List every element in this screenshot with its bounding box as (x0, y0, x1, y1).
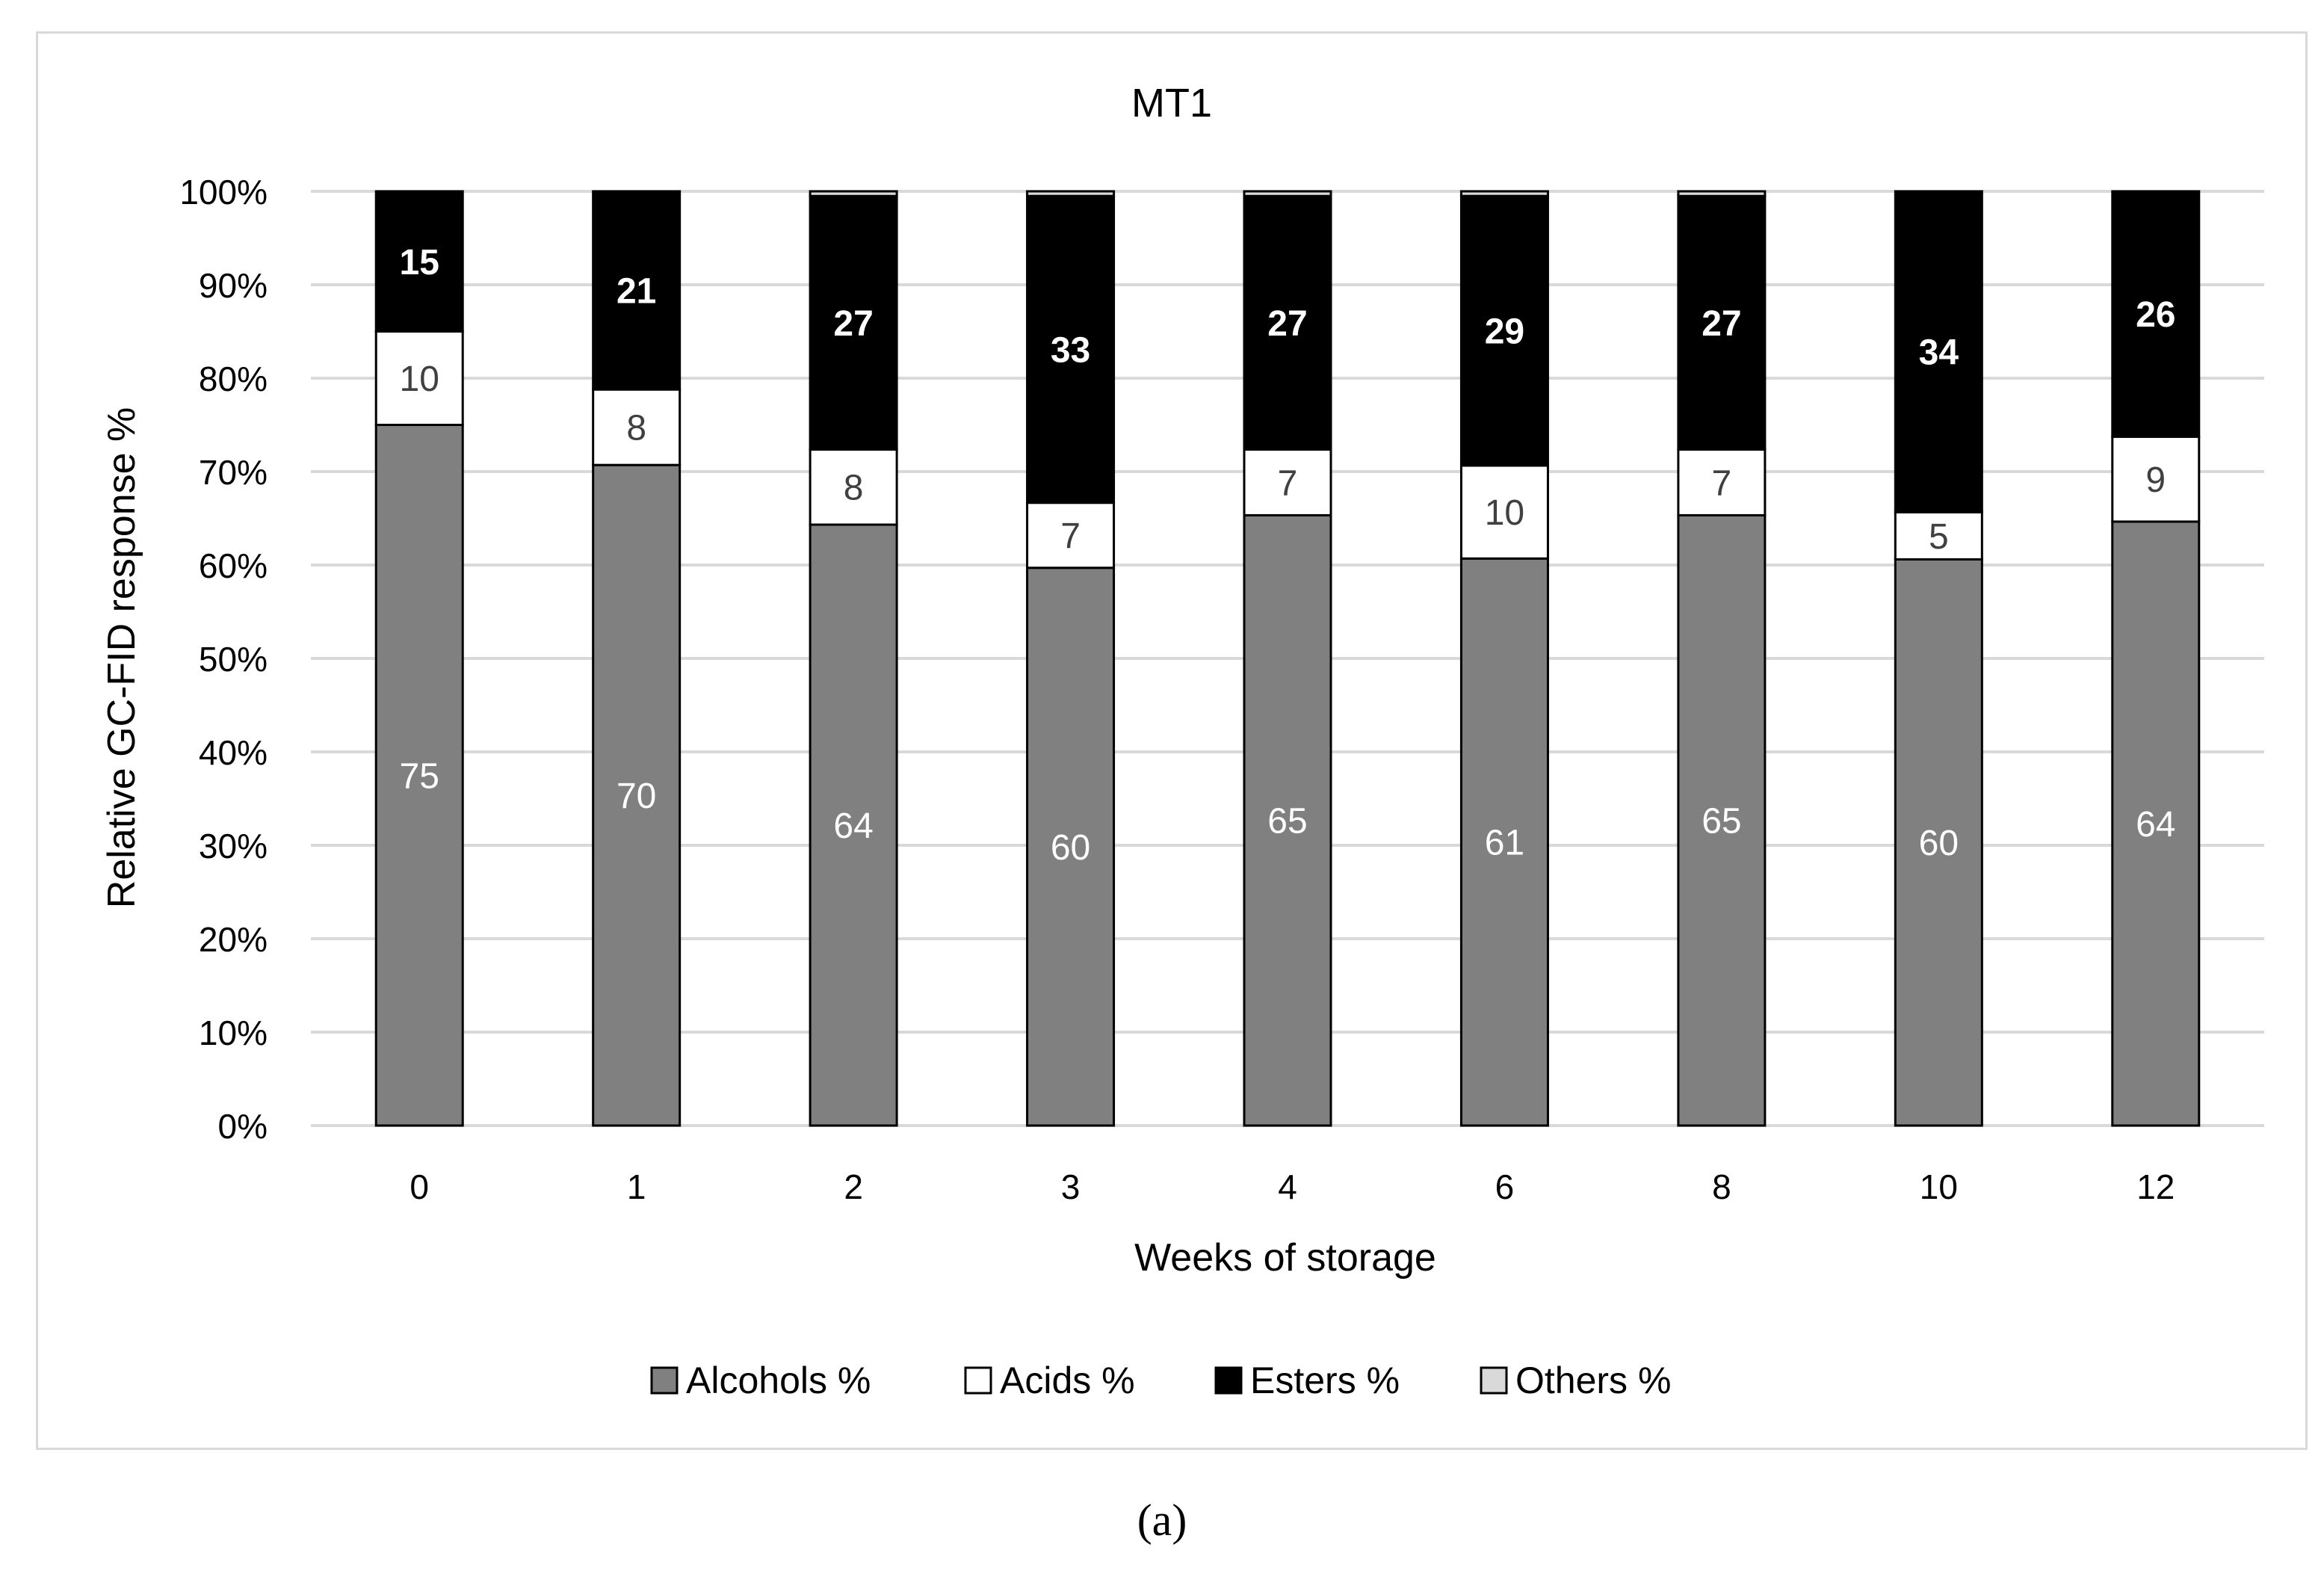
bar-segment-esters (592, 190, 682, 391)
data-label: 7 (1060, 516, 1081, 556)
legend-label: Esters % (1250, 1359, 1400, 1401)
data-label: 27 (1702, 304, 1741, 344)
bar-segment-esters (1894, 190, 1983, 513)
x-tick-label: 6 (1495, 1167, 1515, 1206)
legend-item: Alcohols % (650, 1359, 871, 1401)
bar-segment-others (1243, 190, 1332, 197)
y-tick-label: 0% (218, 1107, 268, 1146)
legend-label: Others % (1515, 1359, 1671, 1401)
data-label: 8 (626, 409, 646, 448)
y-tick-label: 10% (199, 1013, 268, 1052)
y-tick-label: 20% (199, 920, 268, 959)
legend-label: Acids % (1000, 1359, 1135, 1401)
y-tick-label: 50% (199, 640, 268, 679)
y-axis-label: Relative GC-FID response % (100, 407, 143, 908)
legend-swatch (1480, 1366, 1508, 1395)
bar-segment-esters (1026, 194, 1116, 504)
data-label: 8 (844, 469, 864, 508)
data-label: 21 (616, 272, 656, 312)
data-label: 10 (1485, 493, 1524, 533)
x-tick-label: 2 (844, 1167, 863, 1206)
bar-segment-esters (374, 190, 464, 333)
bar-segment-esters (809, 194, 898, 451)
bar-segment-others (1459, 190, 1549, 197)
x-tick-label: 4 (1278, 1167, 1297, 1206)
data-label: 5 (1929, 517, 1949, 557)
data-label: 65 (1267, 802, 1307, 842)
data-label: 64 (833, 806, 873, 846)
bar-segment-alcohols (2111, 520, 2201, 1127)
bar-segment-alcohols (1677, 513, 1767, 1127)
data-label: 65 (1702, 802, 1741, 842)
chart-frame (36, 31, 2308, 1450)
bar-segment-acids (1677, 448, 1767, 516)
y-tick-label: 70% (199, 453, 268, 492)
bar-segment-acids (1026, 501, 1116, 570)
legend-swatch (964, 1366, 992, 1395)
bar-segment-others (1677, 190, 1767, 197)
y-tick-label: 30% (199, 827, 268, 865)
x-tick-label: 3 (1061, 1167, 1081, 1206)
data-label: 33 (1051, 330, 1090, 370)
data-label: 29 (1485, 312, 1524, 352)
data-label: 7 (1278, 463, 1298, 503)
legend-swatch (650, 1366, 679, 1395)
data-label: 27 (1267, 304, 1307, 344)
x-tick-label: 10 (1920, 1167, 1958, 1206)
y-tick-label: 100% (179, 173, 268, 212)
bar-segment-acids (374, 330, 464, 426)
x-axis-label: Weeks of storage (1134, 1236, 1436, 1280)
y-tick-label: 60% (199, 546, 268, 585)
bar-segment-esters (1459, 194, 1549, 467)
data-label: 70 (616, 777, 656, 816)
bar-segment-alcohols (1459, 557, 1549, 1127)
bar-segment-alcohols (1894, 558, 1983, 1127)
data-label: 26 (2136, 295, 2175, 335)
data-label: 27 (833, 304, 873, 344)
x-tick-label: 8 (1712, 1167, 1731, 1206)
bar-segment-alcohols (374, 424, 464, 1127)
bar-segment-acids (2111, 435, 2201, 523)
bar-segment-alcohols (592, 463, 682, 1127)
legend-label: Alcohols % (686, 1359, 871, 1401)
data-label: 7 (1712, 463, 1732, 503)
legend-item: Others % (1480, 1359, 1671, 1401)
x-tick-label: 1 (627, 1167, 646, 1206)
data-label: 75 (400, 756, 439, 796)
x-tick-label: 12 (2136, 1167, 2175, 1206)
y-tick-label: 40% (199, 733, 268, 772)
data-label: 10 (400, 359, 439, 399)
data-label: 64 (2136, 805, 2175, 845)
legend-item: Esters % (1214, 1359, 1400, 1401)
legend-item: Acids % (964, 1359, 1135, 1401)
legend: Alcohols % Acids % Esters % Others % (650, 1359, 1671, 1401)
data-label: 60 (1051, 828, 1090, 868)
bar-segment-acids (809, 448, 898, 526)
bar-segment-acids (1459, 464, 1549, 560)
chart-title: MT1 (1131, 81, 1212, 126)
bar-segment-others (809, 190, 898, 197)
data-label: 34 (1919, 333, 1959, 373)
figure-caption: (a) (1137, 1496, 1187, 1545)
bar-segment-acids (1894, 510, 1983, 561)
legend-swatch (1214, 1366, 1243, 1395)
data-label: 15 (400, 243, 439, 283)
data-label: 9 (2145, 460, 2166, 500)
y-tick-label: 90% (199, 266, 268, 305)
y-tick-label: 80% (199, 359, 268, 398)
data-label: 60 (1919, 824, 1959, 863)
x-tick-label: 0 (410, 1167, 429, 1206)
data-label: 61 (1485, 824, 1524, 863)
bar-segment-alcohols (1026, 567, 1116, 1127)
bar-segment-esters (2111, 190, 2201, 438)
bar-segment-others (1026, 190, 1116, 197)
bar-segment-alcohols (809, 523, 898, 1127)
